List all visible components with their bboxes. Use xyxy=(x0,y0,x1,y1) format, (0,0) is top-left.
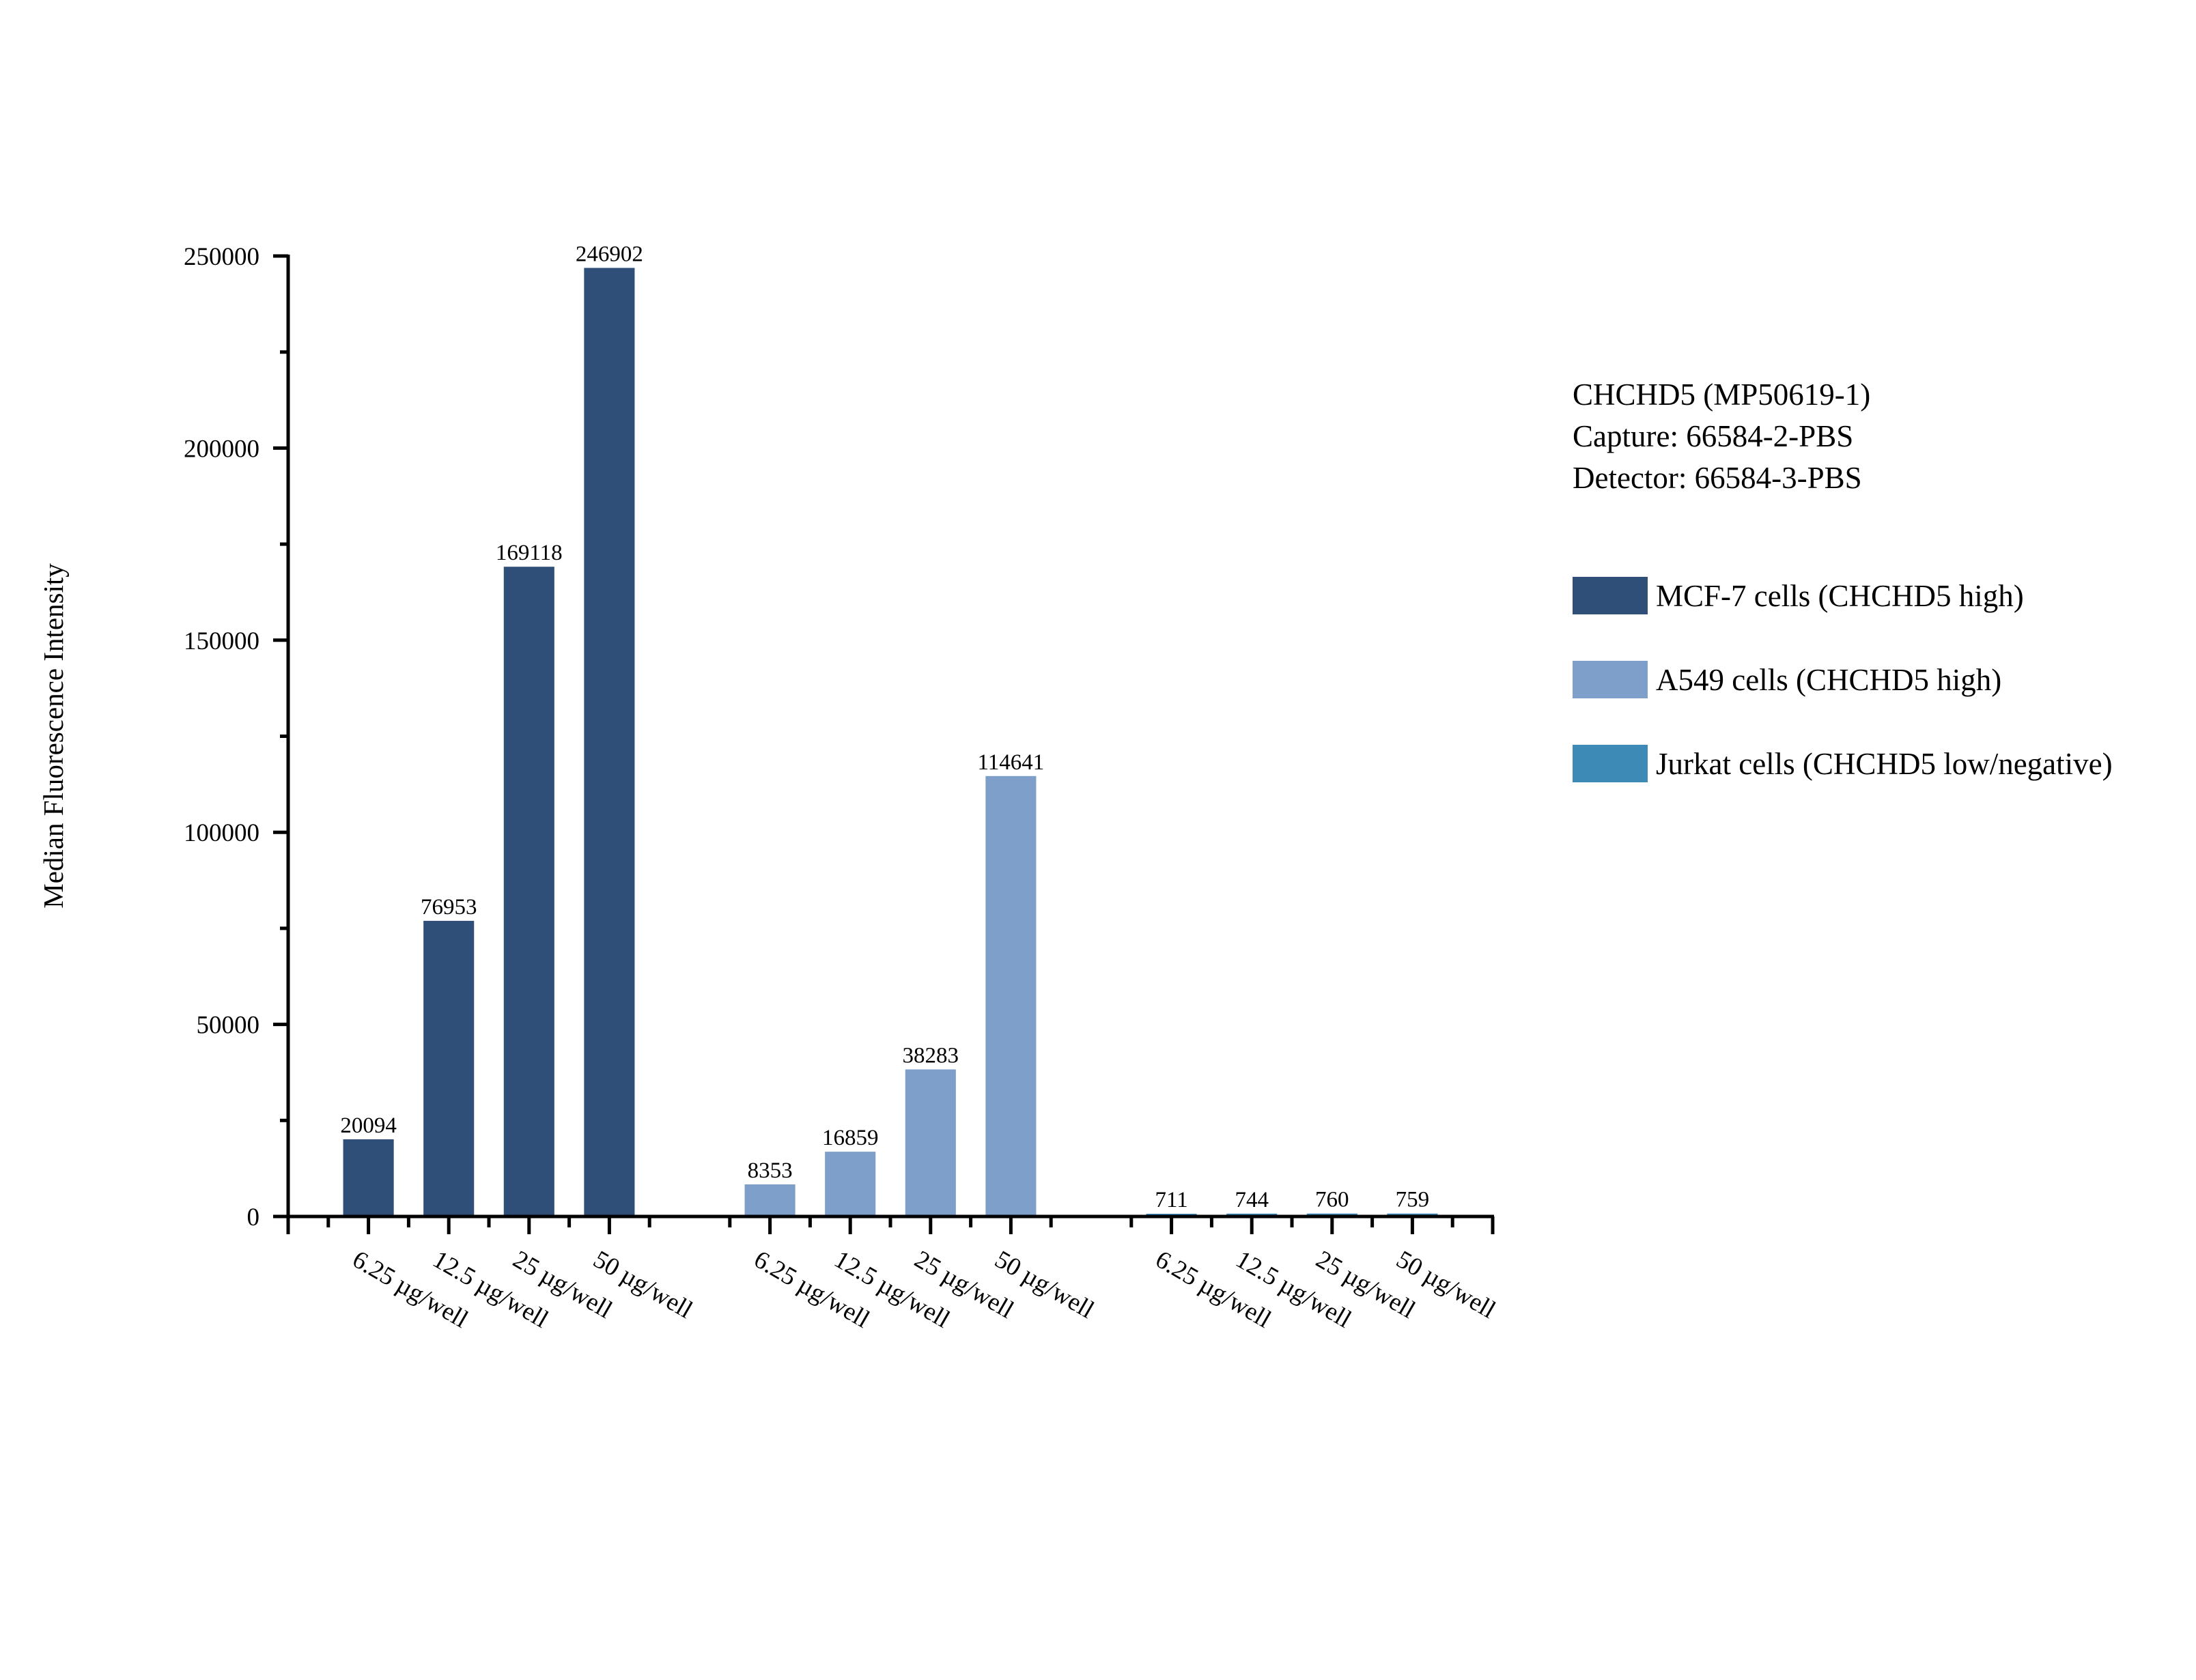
data-label: 711 xyxy=(1155,1188,1187,1212)
data-label: 246902 xyxy=(576,242,643,266)
data-label: 760 xyxy=(1315,1188,1349,1212)
legend-label: Jurkat cells (CHCHD5 low/negative) xyxy=(1656,747,2113,781)
legend-swatch xyxy=(1573,745,1648,782)
annotation: CHCHD5 (MP50619-1) Capture: 66584-2-PBS … xyxy=(1573,378,1870,495)
data-label: 16859 xyxy=(822,1126,879,1150)
bar xyxy=(825,1152,876,1216)
legend: MCF-7 cells (CHCHD5 high) A549 cells (CHC… xyxy=(1573,577,2113,782)
bar xyxy=(985,775,1037,1216)
data-label: 76953 xyxy=(421,895,477,920)
data-label: 744 xyxy=(1235,1188,1269,1212)
bar xyxy=(343,1139,394,1216)
bar xyxy=(905,1069,956,1216)
bars xyxy=(343,268,1438,1216)
data-label: 38283 xyxy=(903,1044,959,1068)
legend-label: A549 cells (CHCHD5 high) xyxy=(1656,663,2001,697)
y-tick-label: 200000 xyxy=(184,435,259,463)
data-labels: 20094 76953 169118 246902 8353 16859 38283 1146… xyxy=(340,242,1429,1212)
y-tick-label: 150000 xyxy=(184,627,259,655)
bar xyxy=(503,567,554,1216)
legend-label: MCF-7 cells (CHCHD5 high) xyxy=(1656,579,2024,613)
bar xyxy=(584,268,635,1216)
data-label: 169118 xyxy=(496,541,563,565)
legend-swatch xyxy=(1573,661,1648,698)
data-label: 20094 xyxy=(340,1113,397,1138)
bar xyxy=(744,1184,796,1216)
y-tick-label: 100000 xyxy=(184,819,259,847)
annotation-line: CHCHD5 (MP50619-1) xyxy=(1573,378,1870,412)
data-label: 8353 xyxy=(748,1158,793,1183)
y-axis-title: Median Fluorescence Intensity xyxy=(38,563,69,909)
y-tick-label: 0 xyxy=(247,1204,260,1231)
y-tick-label: 250000 xyxy=(184,243,259,271)
y-tick-label: 50000 xyxy=(197,1012,260,1040)
legend-swatch xyxy=(1573,577,1648,614)
data-label: 114641 xyxy=(978,750,1045,775)
bar xyxy=(423,920,475,1216)
data-label: 759 xyxy=(1396,1188,1430,1212)
annotation-line: Capture: 66584-2-PBS xyxy=(1573,419,1853,453)
annotation-line: Detector: 66584-3-PBS xyxy=(1573,461,1862,495)
